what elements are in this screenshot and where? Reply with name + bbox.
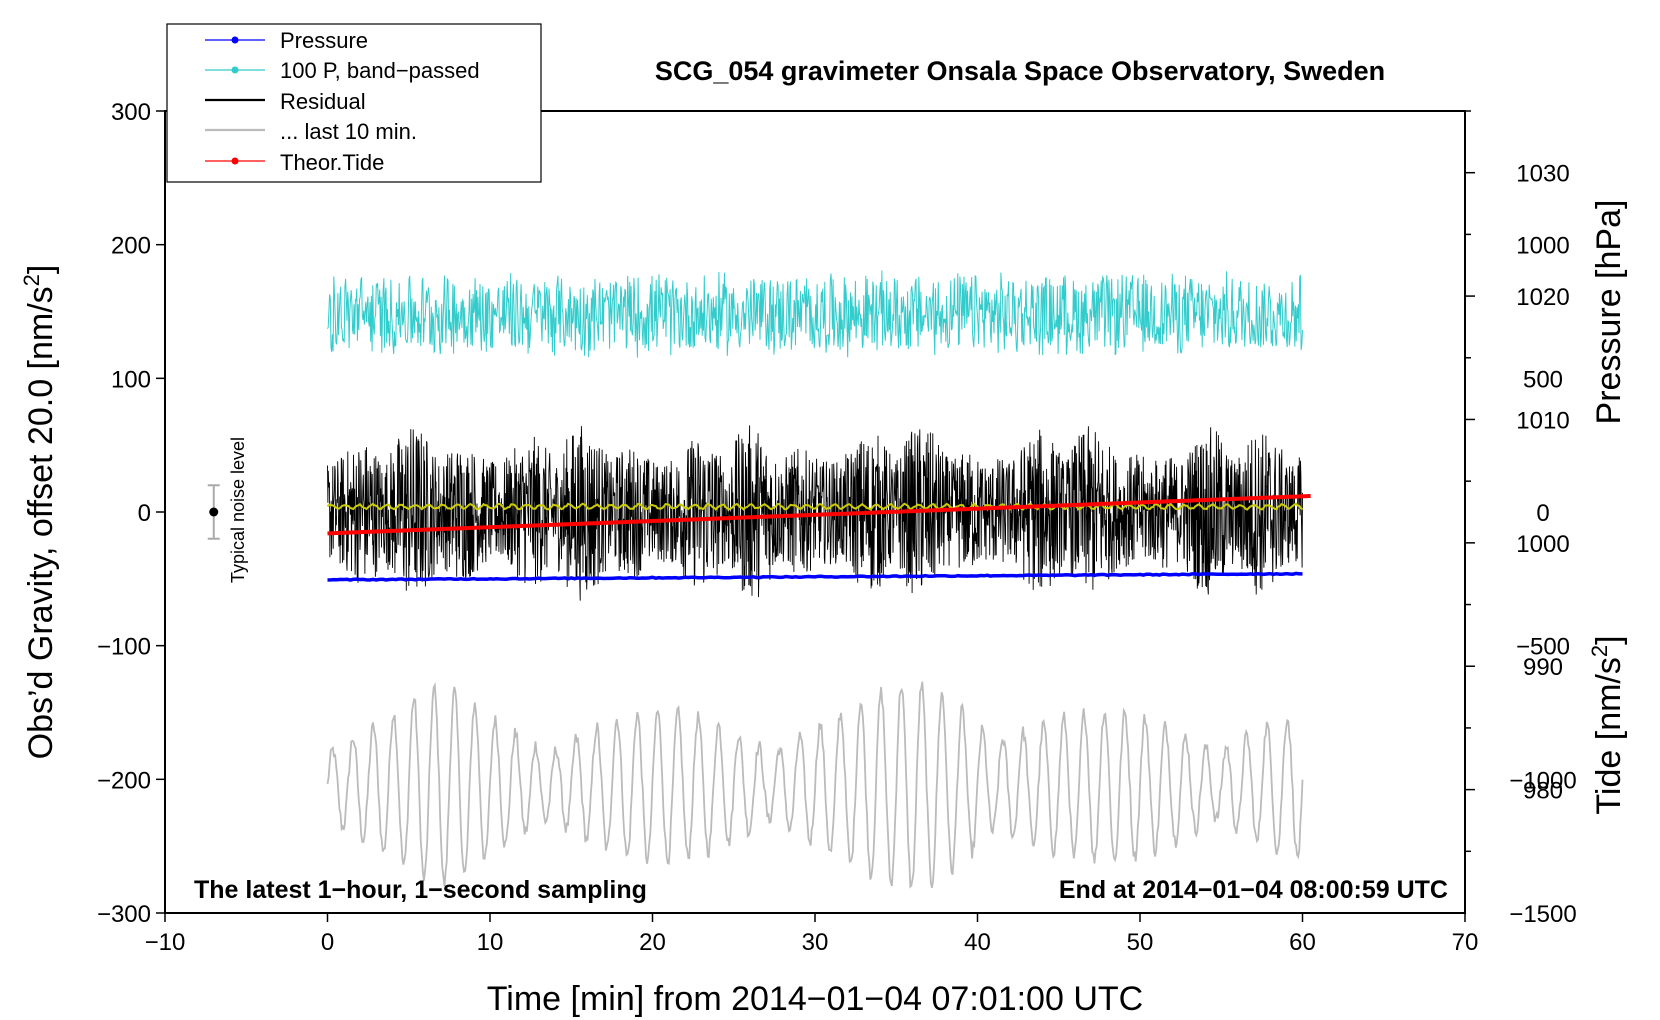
x-tick-label: 10: [477, 929, 504, 956]
y-axis-tide-title: Tide [nm/s2]: [1587, 635, 1628, 814]
x-tick-label: 40: [964, 929, 991, 956]
series-last-10-min: [326, 681, 1304, 889]
tide-tick-label: −500: [1516, 634, 1570, 661]
legend-label-last-10-min: ... last 10 min.: [280, 119, 417, 144]
series-theor-tide: [327, 494, 1311, 536]
y-axis-pressure: 980 990 1000 1010 1020 1030: [1465, 110, 1570, 853]
y-axis-left-title-close: ]: [22, 265, 60, 274]
y-axis-tide: −1500 −1000 −500 0 500 1000: [1509, 233, 1576, 928]
x-tick-label: 60: [1289, 929, 1316, 956]
pressure-tick-label: 1000: [1516, 531, 1569, 558]
pressure-tick-label: 1020: [1516, 284, 1569, 311]
y-tick-label: 200: [111, 233, 151, 260]
x-tick-label: 30: [802, 929, 829, 956]
pressure-tick-label: 1010: [1516, 407, 1569, 434]
legend: Pressure 100 P, band−passed Residual ...…: [166, 23, 542, 183]
noise-level-indicator: Typical noise level: [207, 437, 248, 583]
x-tick-label: 0: [321, 929, 334, 956]
tide-tick-label: 1000: [1516, 233, 1569, 260]
tide-tick-label: 0: [1536, 500, 1549, 527]
y-tick-label: 300: [111, 99, 151, 126]
series-layer: [326, 270, 1311, 889]
pressure-tick-label: 980: [1523, 778, 1563, 805]
y-tick-label: 0: [138, 500, 151, 527]
y-axis-tide-title-sup: 2: [1587, 645, 1612, 657]
pressure-tick-label: 1030: [1516, 161, 1569, 188]
y-axis-tide-title-text: Tide [nm/s: [1590, 657, 1628, 814]
legend-label-residual: Residual: [280, 89, 366, 114]
legend-marker-pressure: [231, 36, 239, 44]
series-residual-smoothed: [326, 502, 1304, 512]
y-tick-label: −300: [97, 901, 151, 928]
x-tick-label: 70: [1452, 929, 1479, 956]
x-tick-label: −10: [145, 929, 186, 956]
y-tick-label: −100: [97, 634, 151, 661]
legend-item-band-passed: 100 P, band−passed: [205, 58, 480, 83]
legend-label-band-passed: 100 P, band−passed: [280, 58, 480, 83]
legend-item-pressure: Pressure: [205, 28, 368, 53]
x-tick-label: 50: [1127, 929, 1154, 956]
series-pressure-band-passed: [327, 270, 1303, 358]
legend-marker-theor-tide: [231, 157, 239, 165]
y-axis-left-title: Obs’d Gravity, offset 20.0 [nm/s2]: [19, 265, 60, 760]
y-tick-label: −200: [97, 767, 151, 794]
legend-item-last-10-min: ... last 10 min.: [205, 119, 417, 144]
legend-box: [166, 23, 542, 183]
pressure-tick-label: 990: [1523, 654, 1563, 681]
x-axis-title: Time [min] from 2014−01−04 07:01:00 UTC: [487, 980, 1143, 1018]
noise-level-label: Typical noise level: [228, 437, 248, 583]
y-axis-tide-title-close: ]: [1590, 635, 1628, 644]
tide-tick-label: −1000: [1509, 767, 1576, 794]
annotation-end-time: End at 2014−01−04 08:00:59 UTC: [1059, 876, 1448, 904]
y-axis-pressure-title: Pressure [hPa]: [1590, 200, 1628, 425]
legend-label-theor-tide: Theor.Tide: [280, 150, 384, 175]
x-axis: −10 0 10 20 30 40 50 60 70: [145, 913, 1479, 956]
y-axis-gravity: −300 −200 −100 0 100 200 300: [97, 99, 165, 928]
annotation-sampling: The latest 1−hour, 1−second sampling: [194, 876, 647, 904]
chart-title: SCG_054 gravimeter Onsala Space Observat…: [655, 56, 1385, 86]
y-axis-left-title-sup: 2: [19, 274, 44, 286]
noise-level-dot: [209, 507, 219, 517]
y-axis-left-title-text: Obs’d Gravity, offset 20.0 [nm/s: [22, 286, 60, 759]
y-tick-label: 100: [111, 366, 151, 393]
series-pressure: [327, 571, 1303, 582]
series-residual: [327, 425, 1303, 601]
tide-tick-label: −1500: [1509, 901, 1576, 928]
x-tick-label: 20: [639, 929, 666, 956]
legend-item-residual: Residual: [205, 89, 366, 114]
tide-tick-label: 500: [1523, 366, 1563, 393]
legend-item-theor-tide: Theor.Tide: [205, 150, 384, 175]
legend-marker-band-passed: [231, 66, 239, 74]
legend-label-pressure: Pressure: [280, 28, 368, 53]
